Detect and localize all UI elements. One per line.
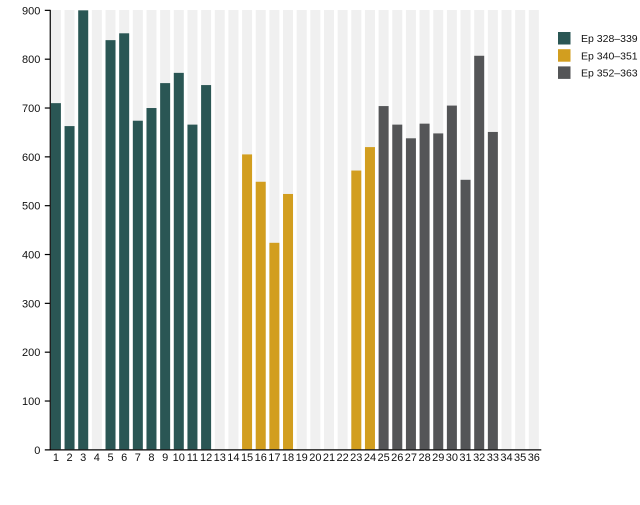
svg-text:32: 32 xyxy=(473,452,485,464)
svg-text:12: 12 xyxy=(200,452,212,464)
svg-text:34: 34 xyxy=(500,452,512,464)
svg-text:300: 300 xyxy=(22,298,40,310)
svg-text:600: 600 xyxy=(22,152,40,164)
svg-text:22: 22 xyxy=(337,452,349,464)
svg-text:17: 17 xyxy=(268,452,280,464)
svg-text:9: 9 xyxy=(162,452,168,464)
svg-text:28: 28 xyxy=(418,452,430,464)
svg-text:26: 26 xyxy=(391,452,403,464)
svg-text:20: 20 xyxy=(309,452,321,464)
svg-text:24: 24 xyxy=(364,452,376,464)
svg-text:21: 21 xyxy=(323,452,335,464)
svg-text:31: 31 xyxy=(459,452,471,464)
svg-text:19: 19 xyxy=(296,452,308,464)
svg-text:3: 3 xyxy=(80,452,86,464)
svg-text:400: 400 xyxy=(22,249,40,261)
svg-text:30: 30 xyxy=(446,452,458,464)
svg-text:10: 10 xyxy=(173,452,185,464)
svg-text:Ep 352–363: Ep 352–363 xyxy=(581,68,638,80)
svg-text:29: 29 xyxy=(432,452,444,464)
svg-text:18: 18 xyxy=(282,452,294,464)
svg-text:27: 27 xyxy=(405,452,417,464)
svg-text:700: 700 xyxy=(22,103,40,115)
svg-text:Ep 340–351: Ep 340–351 xyxy=(581,50,638,62)
svg-text:6: 6 xyxy=(121,452,127,464)
svg-text:500: 500 xyxy=(22,201,40,213)
svg-text:14: 14 xyxy=(227,452,239,464)
svg-text:35: 35 xyxy=(514,452,526,464)
svg-text:33: 33 xyxy=(487,452,499,464)
svg-text:13: 13 xyxy=(214,452,226,464)
svg-text:11: 11 xyxy=(187,452,198,464)
svg-text:900: 900 xyxy=(22,5,40,17)
svg-text:8: 8 xyxy=(148,452,154,464)
svg-text:4: 4 xyxy=(94,452,100,464)
svg-text:Ep 328–339: Ep 328–339 xyxy=(581,33,638,45)
svg-text:15: 15 xyxy=(241,452,253,464)
svg-text:100: 100 xyxy=(22,396,40,408)
svg-text:1: 1 xyxy=(53,452,59,464)
svg-text:800: 800 xyxy=(22,54,40,66)
svg-text:2: 2 xyxy=(66,452,72,464)
svg-text:7: 7 xyxy=(135,452,141,464)
svg-text:36: 36 xyxy=(528,452,540,464)
svg-text:200: 200 xyxy=(22,347,40,359)
svg-text:16: 16 xyxy=(255,452,267,464)
svg-text:5: 5 xyxy=(107,452,113,464)
svg-text:23: 23 xyxy=(350,452,362,464)
svg-text:0: 0 xyxy=(34,445,40,457)
svg-text:25: 25 xyxy=(377,452,389,464)
